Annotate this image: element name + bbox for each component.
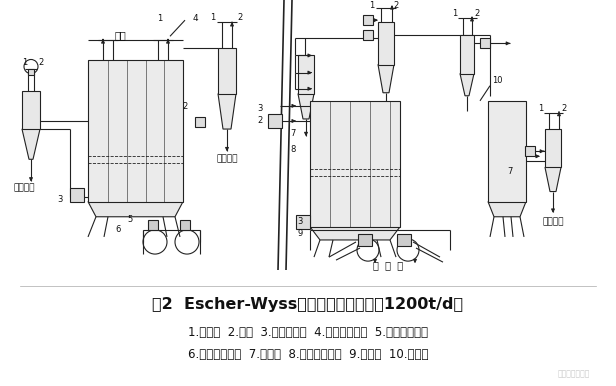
Polygon shape <box>298 94 314 119</box>
Text: 2: 2 <box>38 58 43 67</box>
Bar <box>218 48 236 94</box>
Polygon shape <box>88 201 183 217</box>
Text: 3: 3 <box>57 195 63 204</box>
Text: 大豆: 大豆 <box>114 30 126 40</box>
Text: 1: 1 <box>210 13 215 22</box>
Text: 2: 2 <box>394 0 399 10</box>
Bar <box>180 220 190 230</box>
Text: 9: 9 <box>298 229 302 239</box>
Bar <box>268 114 282 128</box>
Polygon shape <box>488 201 526 217</box>
Bar <box>460 35 474 74</box>
Text: 1: 1 <box>370 0 375 10</box>
Bar <box>358 234 372 246</box>
Text: 2: 2 <box>182 102 188 112</box>
Text: 2: 2 <box>474 8 480 18</box>
Text: 去  轧  坯: 去 轧 坯 <box>373 260 403 270</box>
Text: 3: 3 <box>257 104 262 113</box>
Text: 2: 2 <box>257 117 262 125</box>
Bar <box>480 38 490 48</box>
Bar <box>28 69 34 74</box>
Text: 皮去粉碎: 皮去粉碎 <box>542 217 564 226</box>
Text: 6.锤片式粉碎机  7.吸风器  8.流化床调质器  9.破碎机  10.云皮筛: 6.锤片式粉碎机 7.吸风器 8.流化床调质器 9.破碎机 10.云皮筛 <box>188 347 428 361</box>
Bar <box>310 101 400 227</box>
Bar <box>195 117 205 127</box>
Text: 1: 1 <box>22 58 27 67</box>
Text: 8: 8 <box>291 145 296 154</box>
Polygon shape <box>310 227 400 240</box>
Text: 1: 1 <box>452 8 458 18</box>
Text: 皮去粉碎: 皮去粉碎 <box>216 155 238 164</box>
Bar <box>148 220 158 230</box>
Text: 7: 7 <box>507 167 513 176</box>
Bar <box>298 56 314 94</box>
Bar <box>488 101 526 201</box>
Bar <box>296 215 310 229</box>
Bar <box>545 129 561 168</box>
Text: 1: 1 <box>157 14 163 23</box>
Bar <box>378 22 394 64</box>
Bar <box>525 146 535 156</box>
Polygon shape <box>22 129 40 159</box>
Polygon shape <box>378 64 394 93</box>
Text: 图2  Escher-Wyss热脱皮工艺流程图（1200t/d）: 图2 Escher-Wyss热脱皮工艺流程图（1200t/d） <box>152 297 464 312</box>
Text: 油脂工程师之家: 油脂工程师之家 <box>557 369 590 378</box>
Polygon shape <box>218 94 236 129</box>
Text: 4: 4 <box>192 14 198 23</box>
Text: 1.剖克龙  2.风机  3.空气加热器  4.流化床干燥器  5.单对辊破碎机: 1.剖克龙 2.风机 3.空气加热器 4.流化床干燥器 5.单对辊破碎机 <box>188 326 428 339</box>
Bar <box>88 61 183 201</box>
Bar <box>397 234 411 246</box>
Text: 3: 3 <box>298 217 302 226</box>
Text: 5: 5 <box>128 215 132 224</box>
Text: 皮去粉碎: 皮去粉碎 <box>14 183 36 192</box>
Bar <box>363 30 373 40</box>
Polygon shape <box>545 168 561 191</box>
Bar <box>22 91 40 129</box>
Text: 7: 7 <box>291 129 296 137</box>
Text: 1: 1 <box>538 104 544 113</box>
Text: 10: 10 <box>492 76 502 85</box>
Bar <box>363 15 373 25</box>
Bar <box>70 188 84 201</box>
Text: 6: 6 <box>115 225 121 234</box>
Text: 2: 2 <box>237 13 242 22</box>
Text: 2: 2 <box>561 104 567 113</box>
Polygon shape <box>460 74 474 96</box>
